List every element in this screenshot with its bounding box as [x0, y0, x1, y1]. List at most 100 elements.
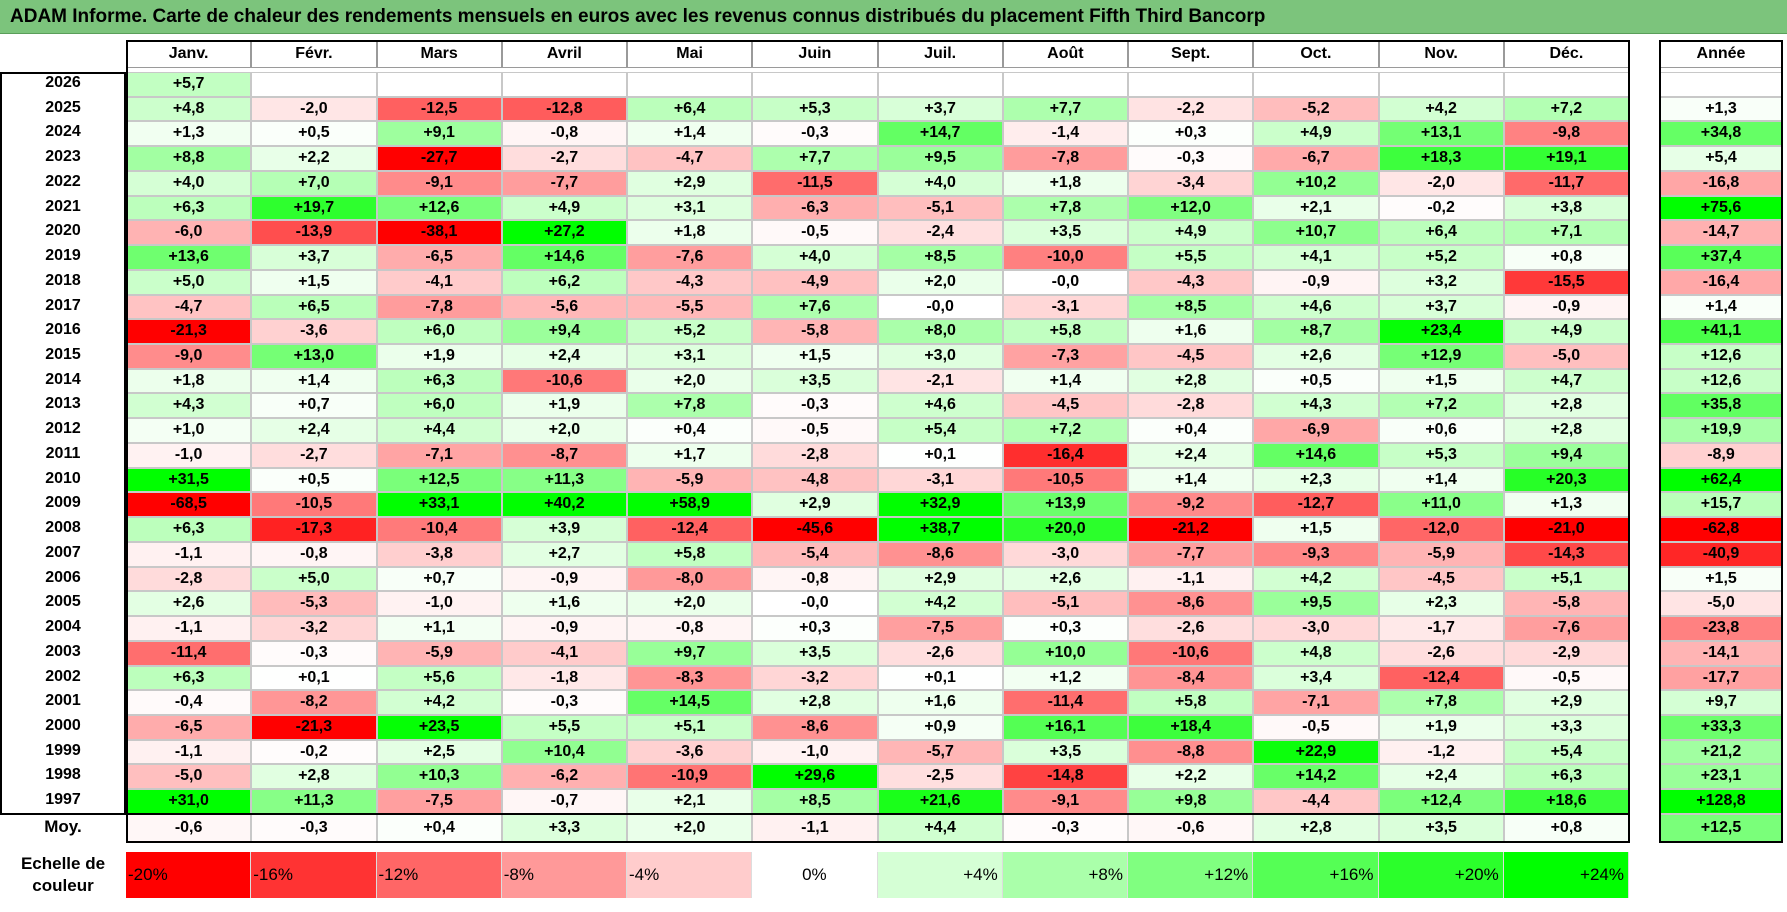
heatmap-cell: -2,0: [251, 96, 377, 122]
heatmap-cell: -5,2: [1253, 96, 1379, 122]
color-scale-swatch: -16%: [251, 852, 377, 898]
heatmap-cell: +6,3: [376, 368, 502, 394]
annual-cell: -17,7: [1659, 665, 1783, 691]
heatmap-cell: +7,2: [1378, 393, 1504, 419]
heatmap-cell: -2,6: [1128, 616, 1254, 641]
heatmap-cell: -12,8: [501, 96, 627, 122]
heatmap-cell: -0,9: [1503, 294, 1629, 320]
heatmap-cell: +6,0: [376, 393, 502, 419]
heatmap-cell: +3,5: [752, 640, 878, 666]
heatmap-cell: +7,6: [752, 294, 878, 320]
color-scale-swatch: +20%: [1378, 852, 1504, 898]
heatmap-cell: +12,9: [1378, 344, 1504, 369]
year-label: 2007: [45, 543, 81, 561]
annual-cell: -14,1: [1659, 640, 1783, 666]
year-label: 2015: [45, 346, 81, 364]
heatmap-cell: -21,2: [1128, 517, 1254, 542]
heatmap-cell: +7,0: [251, 170, 377, 196]
heatmap-cell: +5,3: [752, 96, 878, 122]
average-cell: +2,0: [627, 814, 753, 842]
heatmap-cell: [376, 72, 502, 97]
year-label: 2011: [45, 444, 81, 462]
heatmap-cell: -0,3: [1128, 146, 1254, 171]
heatmap-cell: -3,2: [752, 665, 878, 691]
year-label: 2010: [45, 469, 81, 487]
heatmap-cell: -4,4: [1253, 789, 1379, 814]
heatmap-cell: +13,1: [1378, 121, 1504, 147]
heatmap-cell: -10,6: [501, 368, 627, 394]
heatmap-cell: +12,6: [376, 195, 502, 221]
heatmap-cell: +2,0: [627, 368, 753, 394]
heatmap-cell: +4,7: [1503, 368, 1629, 394]
heatmap-cell: [501, 72, 627, 97]
heatmap-cell: +4,9: [501, 195, 627, 221]
color-scale-swatch: +16%: [1253, 852, 1379, 898]
heatmap-cell: +2,9: [1503, 690, 1629, 715]
year-label: 2014: [45, 370, 81, 388]
heatmap-cell: +1,4: [1128, 467, 1254, 493]
heatmap-cell: +2,2: [1128, 764, 1254, 790]
heatmap-cell: -0,3: [752, 121, 878, 147]
heatmap-cell: -11,7: [1503, 170, 1629, 196]
heatmap-cell: -12,4: [1378, 665, 1504, 691]
month-header: Déc.: [1503, 40, 1629, 68]
heatmap-cell: -0,3: [501, 690, 627, 715]
month-header: Nov.: [1378, 40, 1504, 68]
annual-cell: +15,7: [1659, 492, 1783, 518]
annual-cell: -16,8: [1659, 170, 1783, 196]
heatmap-cell: -2,0: [1378, 170, 1504, 196]
heatmap-cell: +5,0: [251, 566, 377, 592]
heatmap-cell: +4,2: [1378, 96, 1504, 122]
heatmap-cell: -3,2: [251, 616, 377, 641]
heatmap-cell: -9,3: [1253, 541, 1379, 567]
heatmap-cell: +0,1: [251, 665, 377, 691]
heatmap-cell: +7,7: [752, 146, 878, 171]
heatmap-cell: -2,8: [126, 566, 252, 592]
heatmap-cell: +11,3: [251, 789, 377, 814]
heatmap-cell: +0,5: [251, 467, 377, 493]
heatmap-cell: +1,4: [251, 368, 377, 394]
heatmap-cell: +3,1: [627, 195, 753, 221]
heatmap-cell: +6,4: [1378, 220, 1504, 246]
heatmap-cell: +1,9: [1378, 714, 1504, 740]
heatmap-cell: -0,5: [752, 220, 878, 246]
annual-cell: -40,9: [1659, 541, 1783, 567]
heatmap-cell: +1,8: [1002, 170, 1128, 196]
heatmap-cell: +14,2: [1253, 764, 1379, 790]
year-label: 2020: [45, 222, 81, 240]
heatmap-cell: -14,8: [1002, 764, 1128, 790]
heatmap-cell: -0,7: [501, 789, 627, 814]
heatmap-cell: [1378, 72, 1504, 97]
heatmap-cell: -11,5: [752, 170, 878, 196]
heatmap-cell: +2,8: [251, 764, 377, 790]
month-header: Févr.: [251, 40, 377, 68]
month-header: Mai: [627, 40, 753, 68]
heatmap-cell: -5,7: [877, 739, 1003, 765]
heatmap-cell: -21,3: [251, 714, 377, 740]
heatmap-cell: -4,5: [1378, 566, 1504, 592]
heatmap-cell: +14,5: [627, 690, 753, 715]
heatmap-cell: [627, 72, 753, 97]
heatmap-cell: +0,9: [877, 714, 1003, 740]
heatmap-cell: +6,3: [126, 665, 252, 691]
heatmap-cell: +4,6: [1253, 294, 1379, 320]
heatmap-cell: -10,5: [251, 492, 377, 518]
heatmap-cell: +2,8: [1128, 368, 1254, 394]
heatmap-cell: -10,0: [1002, 245, 1128, 270]
heatmap-cell: +5,6: [376, 665, 502, 691]
heatmap-cell: -0,5: [1253, 714, 1379, 740]
heatmap-cell: +5,4: [1503, 739, 1629, 765]
heatmap-cell: +18,4: [1128, 714, 1254, 740]
heatmap-cell: +12,0: [1128, 195, 1254, 221]
heatmap-cell: -17,3: [251, 517, 377, 542]
heatmap-cell: -6,0: [126, 220, 252, 246]
heatmap-cell: -38,1: [376, 220, 502, 246]
year-label: 2018: [45, 271, 81, 289]
heatmap-cell: -8,7: [501, 442, 627, 468]
heatmap-cell: +4,3: [1253, 393, 1379, 419]
color-scale-swatch: +4%: [877, 852, 1003, 898]
heatmap-cell: +3,4: [1253, 665, 1379, 691]
heatmap-cell: -9,1: [1002, 789, 1128, 814]
month-header: Juil.: [877, 40, 1003, 68]
annual-cell: +62,4: [1659, 467, 1783, 493]
